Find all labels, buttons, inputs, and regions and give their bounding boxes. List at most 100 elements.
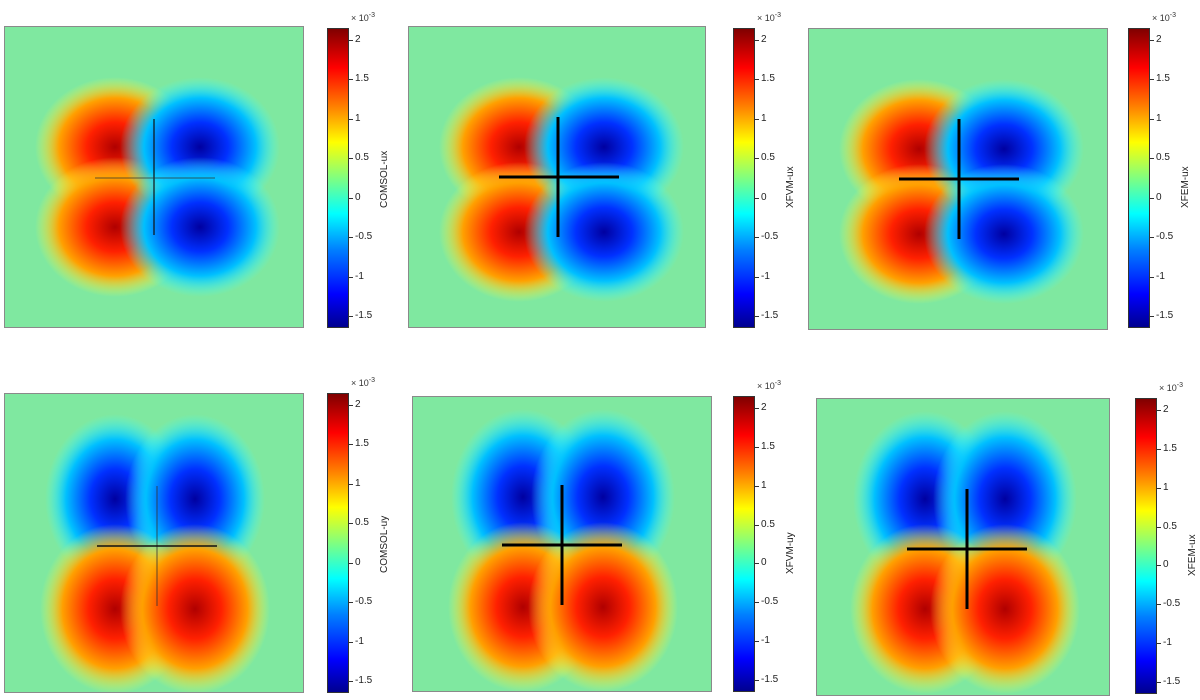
colorbar-tick-mark <box>755 197 759 199</box>
colorbar-tick-label: 0 <box>1163 559 1169 571</box>
exponent-power: -3 <box>1169 12 1177 19</box>
field-svg <box>409 27 705 327</box>
colorbar-tick-mark <box>1150 276 1154 278</box>
colorbar-tick-mark <box>1150 79 1154 81</box>
colorbar-tick-label: 0.5 <box>761 518 775 530</box>
colorbar-tick-mark <box>755 79 759 81</box>
colorbar-tick-mark <box>349 79 353 81</box>
colorbar-tick-label: 1 <box>761 112 767 124</box>
field-svg <box>5 394 303 692</box>
colorbar-tick-mark <box>1150 118 1154 120</box>
colorbar-tick-mark <box>755 524 759 526</box>
colorbar-exponent: × 10-3 <box>351 12 375 23</box>
colorbar-tick-label: 1.5 <box>1163 442 1177 454</box>
colorbar-tick-label: -1.5 <box>355 310 373 322</box>
colorbar-tick-label: -0.5 <box>761 231 779 243</box>
displacement-field-plot <box>816 398 1110 696</box>
colorbar-tick-label: -1 <box>355 635 364 647</box>
colorbar <box>1135 398 1157 694</box>
exponent-power: -3 <box>774 380 782 387</box>
colorbar-tick-mark <box>349 523 353 525</box>
colorbar-tick-label: -1.5 <box>355 675 373 687</box>
colorbar <box>1128 28 1150 328</box>
field-svg <box>413 397 711 691</box>
colorbar-tick-mark <box>755 237 759 239</box>
colorbar-tick-label: 0 <box>761 191 767 203</box>
colorbar-tick-label: 0 <box>761 557 767 569</box>
colorbar-label: XFVM-uy <box>785 532 796 574</box>
colorbar-tick-label: 1.5 <box>355 73 369 85</box>
colorbar-tick-mark <box>349 444 353 446</box>
colorbar-tick-label: -0.5 <box>355 231 373 243</box>
colorbar-tick-label: 0.5 <box>1163 520 1177 532</box>
colorbar <box>733 28 755 328</box>
positive-lobe <box>120 524 270 692</box>
colorbar-exponent: × 10-3 <box>757 12 781 23</box>
exponent-base: × 10 <box>351 378 369 388</box>
field-svg <box>5 27 303 327</box>
colorbar-tick-mark <box>1157 643 1161 645</box>
negative-lobe <box>120 157 280 297</box>
colorbar-tick-mark <box>349 39 353 41</box>
colorbar-tick-label: 0.5 <box>355 152 369 164</box>
colorbar-label: COMSOL-ux <box>379 150 390 208</box>
colorbar-tick-mark <box>1150 237 1154 239</box>
colorbar-tick-mark <box>349 483 353 485</box>
displacement-field-plot <box>808 28 1108 330</box>
colorbar-tick-mark <box>755 316 759 318</box>
colorbar-tick-mark <box>1157 682 1161 684</box>
exponent-base: × 10 <box>351 13 369 23</box>
colorbar-tick-label: -1 <box>761 270 770 282</box>
colorbar-tick-mark <box>349 197 353 199</box>
colorbar-tick-mark <box>1150 316 1154 318</box>
colorbar-tick-mark <box>1157 409 1161 411</box>
colorbar-tick-mark <box>1157 526 1161 528</box>
colorbar-tick-label: 2 <box>761 401 767 413</box>
colorbar-tick-label: 2 <box>355 33 361 45</box>
colorbar-tick-label: -1.5 <box>761 310 779 322</box>
exponent-base: × 10 <box>1159 383 1177 393</box>
colorbar-tick-mark <box>1157 604 1161 606</box>
colorbar-tick-mark <box>755 641 759 643</box>
colorbar-exponent: × 10-3 <box>757 380 781 391</box>
positive-lobe <box>528 522 678 691</box>
negative-lobe <box>924 164 1084 304</box>
exponent-base: × 10 <box>1152 13 1170 23</box>
colorbar-tick-label: 0 <box>355 191 361 203</box>
colorbar-exponent: × 10-3 <box>1159 382 1183 393</box>
colorbar-tick-mark <box>1157 487 1161 489</box>
colorbar-tick-mark <box>349 316 353 318</box>
displacement-field-plot <box>408 26 706 328</box>
colorbar-tick-label: -1.5 <box>761 674 779 686</box>
colorbar-tick-label: 2 <box>761 33 767 45</box>
colorbar-tick-label: 1.5 <box>761 440 775 452</box>
colorbar-tick-mark <box>349 681 353 683</box>
colorbar-tick-label: 0.5 <box>761 152 775 164</box>
colorbar-label: XFEM-ux <box>1187 534 1198 576</box>
colorbar <box>327 393 349 693</box>
colorbar-tick-label: 2 <box>1163 403 1169 415</box>
colorbar-exponent: × 10-3 <box>1152 12 1176 23</box>
colorbar-tick-mark <box>755 602 759 604</box>
colorbar-tick-mark <box>1150 158 1154 160</box>
exponent-power: -3 <box>1176 382 1184 389</box>
colorbar-tick-mark <box>349 158 353 160</box>
colorbar-tick-label: 0 <box>355 556 361 568</box>
colorbar-tick-label: -0.5 <box>761 596 779 608</box>
exponent-power: -3 <box>368 12 376 19</box>
colorbar-tick-mark <box>349 276 353 278</box>
colorbar-tick-mark <box>1150 197 1154 199</box>
colorbar-tick-mark <box>349 602 353 604</box>
colorbar-tick-label: -1 <box>355 270 364 282</box>
colorbar-tick-label: 1 <box>355 112 361 124</box>
colorbar-tick-label: 0.5 <box>355 517 369 529</box>
colorbar-tick-label: -1 <box>1163 637 1172 649</box>
colorbar-tick-label: -1.5 <box>1156 310 1174 322</box>
colorbar-tick-mark <box>755 407 759 409</box>
colorbar-tick-label: 1 <box>1163 481 1169 493</box>
colorbar-tick-label: -0.5 <box>355 596 373 608</box>
colorbar-tick-label: 2 <box>1156 33 1162 45</box>
colorbar-tick-label: 1 <box>355 477 361 489</box>
colorbar-tick-mark <box>349 237 353 239</box>
exponent-power: -3 <box>774 12 782 19</box>
